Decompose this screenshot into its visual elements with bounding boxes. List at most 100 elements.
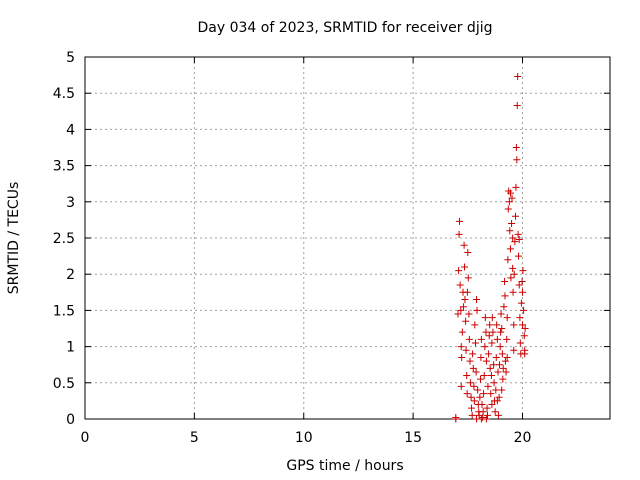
- data-point: [499, 375, 507, 383]
- data-point: [498, 325, 506, 332]
- data-point: [462, 346, 470, 354]
- data-point: [519, 267, 527, 275]
- data-point: [473, 296, 481, 304]
- data-point: [503, 353, 511, 361]
- data-point: [510, 346, 518, 354]
- data-point: [493, 397, 501, 405]
- data-point: [501, 357, 509, 365]
- data-point: [501, 292, 509, 300]
- data-point: [468, 404, 476, 412]
- data-point: [484, 411, 491, 419]
- data-point: [504, 205, 512, 213]
- data-point: [493, 335, 501, 343]
- x-tick-label: 0: [81, 430, 90, 446]
- data-point: [503, 335, 511, 343]
- data-point: [465, 335, 473, 343]
- data-point: [521, 350, 529, 358]
- data-point: [470, 397, 478, 405]
- data-point: [455, 230, 463, 238]
- data-point: [481, 343, 489, 351]
- data-point: [477, 335, 485, 343]
- data-point: [483, 404, 491, 412]
- data-point: [519, 321, 526, 329]
- data-point: [481, 314, 489, 322]
- data-point: [511, 238, 519, 246]
- data-point: [521, 325, 529, 332]
- y-tick-label: 4.5: [53, 86, 75, 102]
- data-point: [458, 328, 466, 336]
- chart-title: Day 034 of 2023, SRMTID for receiver dji…: [198, 20, 493, 36]
- data-point: [508, 220, 516, 228]
- data-point: [494, 411, 502, 419]
- data-point: [503, 314, 511, 322]
- data-point: [457, 343, 465, 351]
- data-point: [473, 306, 481, 314]
- x-axis: 0 5 10 15 20: [81, 57, 532, 446]
- data-point: [490, 361, 498, 369]
- data-point: [515, 235, 523, 243]
- x-tick-label: 5: [190, 430, 199, 446]
- data-point: [472, 368, 480, 376]
- y-axis-label: SRMTID / TECUs: [6, 182, 22, 295]
- data-point: [463, 288, 471, 296]
- data-point: [497, 310, 505, 318]
- data-point: [508, 194, 516, 202]
- data-point: [463, 372, 471, 380]
- data-point: [492, 353, 500, 361]
- data-point: [488, 314, 496, 322]
- x-tick-label: 15: [404, 430, 422, 446]
- y-tick-label: 2: [66, 267, 75, 283]
- y-axis: 0 0.5 1 1.5 2 2.5 3 3.5 4 4.5 5: [53, 50, 610, 428]
- y-tick-label: 5: [66, 50, 75, 66]
- data-point: [516, 314, 524, 322]
- data-point: [510, 270, 518, 278]
- data-point: [469, 364, 477, 372]
- data-point: [515, 281, 523, 289]
- data-point: [459, 303, 467, 311]
- data-point: [471, 321, 479, 329]
- data-point: [465, 310, 473, 318]
- y-tick-label: 2.5: [53, 231, 75, 247]
- data-point: [477, 375, 484, 383]
- data-point: [495, 393, 503, 401]
- data-point: [497, 328, 505, 336]
- y-tick-label: 3: [66, 195, 75, 211]
- data-point: [456, 217, 463, 225]
- data-point: [471, 339, 479, 347]
- data-point: [457, 306, 465, 314]
- data-point: [506, 189, 514, 197]
- data-point: [501, 277, 509, 285]
- data-point: [474, 386, 482, 394]
- data-point: [480, 372, 488, 380]
- data-point: [499, 364, 507, 372]
- data-point: [513, 156, 521, 164]
- y-tick-label: 3.5: [53, 159, 75, 175]
- data-point: [492, 386, 500, 394]
- data-point: [496, 361, 504, 369]
- data-point: [487, 372, 495, 380]
- data-point: [464, 248, 472, 256]
- data-point: [460, 241, 468, 249]
- data-point: [504, 256, 512, 264]
- x-tick-label: 20: [514, 430, 532, 446]
- data-point: [456, 281, 464, 289]
- data-point: [514, 73, 522, 81]
- data-point: [498, 386, 506, 394]
- data-point: [488, 401, 496, 409]
- data-point: [454, 310, 462, 318]
- data-point: [461, 263, 469, 271]
- y-tick-label: 4: [66, 122, 75, 138]
- data-point: [484, 382, 492, 390]
- data-point: [476, 393, 484, 401]
- data-point: [463, 390, 471, 398]
- data-point: [477, 353, 485, 361]
- data-point: [482, 357, 490, 365]
- data-point: [516, 339, 524, 347]
- data-point: [467, 393, 475, 401]
- data-point: [520, 306, 528, 314]
- y-tick-label: 1.5: [53, 303, 75, 319]
- data-point: [512, 144, 520, 151]
- data-point: [518, 277, 526, 285]
- data-point: [520, 332, 528, 340]
- data-point: [457, 382, 465, 390]
